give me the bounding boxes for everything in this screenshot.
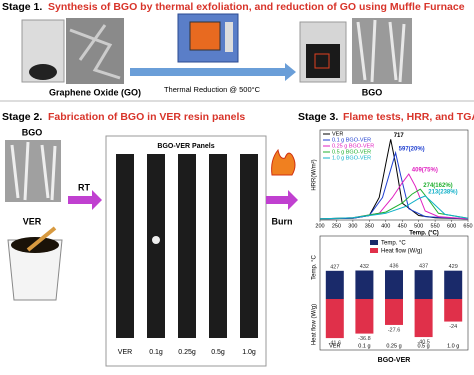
x-axis-label: BGO-VER (378, 357, 411, 364)
x-tick-label: 550 (431, 223, 440, 229)
stick (26, 226, 57, 252)
ver-label: VER (23, 216, 42, 226)
panel-label: 0.1g (149, 349, 163, 356)
stage1-title: Synthesis of BGO by thermal exfoliation,… (48, 1, 465, 13)
legend-swatch (370, 240, 378, 245)
value-label: 437 (419, 264, 428, 270)
heat-flow-bar (385, 299, 403, 325)
heat-flow-bar (414, 299, 433, 338)
temp-bar (444, 270, 463, 299)
y-axis-label: Temp. °C (312, 254, 318, 279)
resin-panel (147, 154, 165, 338)
value-label: 429 (449, 264, 458, 270)
peak-label: 213(238%) (428, 190, 457, 196)
burn-arrow (266, 190, 298, 210)
legend-label: 0.5 g BGO-VER (332, 149, 371, 155)
resin-panel (116, 154, 134, 338)
go-label: Graphene Oxide (GO) (49, 87, 141, 97)
legend-label: VER (332, 131, 343, 137)
panel-label: 0.5g (211, 349, 225, 356)
x-tick-label: 1.0 g (447, 343, 459, 349)
peak-label: 274(162%) (423, 183, 452, 189)
panel-label: 1.0g (242, 349, 256, 356)
zoom-box (314, 53, 330, 69)
sem-texture (69, 24, 121, 80)
bgo-powder (306, 44, 340, 78)
sem-texture (356, 19, 406, 83)
stage2-label: Stage 2. (2, 111, 42, 123)
panels: VER 0.1g 0.25g 0.5g 1.0g (116, 154, 258, 356)
legend-label: Heat flow (W/g) (381, 249, 422, 255)
x-tick-label: 600 (447, 223, 456, 229)
legend-label: 0.25 g BGO-VER (332, 143, 374, 149)
resin-panel (240, 154, 258, 338)
x-tick-label: 0.25 g (386, 343, 401, 349)
x-tick-label: 200 (315, 223, 324, 229)
temp-bar (325, 270, 344, 299)
resin-panel (178, 154, 196, 338)
value-label: 427 (330, 264, 339, 270)
hrr-chart: 200 250 300 350 400 450 500 550 600 650 Temp. (°C)… (312, 129, 473, 237)
go-powder (29, 64, 57, 80)
process-arrow (130, 63, 296, 81)
heat-flow-bar (325, 299, 344, 339)
x-tick-label: 400 (381, 223, 390, 229)
panel-label: VER (118, 349, 132, 356)
legend-label: 1.0 g BGO-VER (332, 155, 371, 161)
stage3-label: Stage 3. (298, 111, 338, 123)
y2-axis-label: Heat flow (W/g) (312, 304, 318, 345)
x-tick-label: 0.5 g (417, 343, 429, 349)
temp-bar (414, 270, 433, 299)
value-label: 436 (389, 264, 398, 270)
temp-bar (355, 270, 374, 299)
stage2-title: Fabrication of BGO in VER resin panels (48, 111, 245, 123)
hrr-line (319, 195, 469, 220)
fire-icon (271, 148, 296, 176)
legend-label: 0.1 g BGO-VER (332, 137, 371, 143)
legend-label: Temp. °C (381, 241, 406, 247)
value-label: -40.5 (417, 340, 430, 346)
value-label: -41.6 (329, 341, 342, 347)
heat-flow-bar (444, 299, 463, 322)
panels-title: BGO-VER Panels (157, 143, 214, 150)
bgo-label: BGO (22, 127, 43, 137)
peak-label: 409(75%) (412, 168, 438, 174)
peak-label: 597(20%) (399, 146, 425, 152)
rt-arrow (68, 190, 102, 210)
panel-label: 0.25g (178, 349, 196, 356)
x-tick-label: 300 (348, 223, 357, 229)
furnace-chamber (189, 21, 221, 51)
heat-flow-bar (355, 299, 374, 334)
x-tick-label: 500 (414, 223, 423, 229)
x-tick-label: 650 (463, 223, 472, 229)
value-label: -36.8 (358, 336, 371, 342)
resin-panel (209, 154, 227, 338)
value-label: -24 (449, 324, 457, 330)
x-axis-label: Temp. (°C) (409, 231, 439, 237)
x-tick-label: 250 (332, 223, 341, 229)
panel-spot (152, 236, 160, 244)
bar-chart: Temp. °C 427 432 436 437 429 Heat flow (W/g) -4… (312, 235, 469, 364)
stage3-title: Flame tests, HRR, and TGA (343, 111, 474, 123)
furnace-panel (225, 22, 233, 52)
x-tick-label: 350 (365, 223, 374, 229)
stage1-label: Stage 1. (2, 1, 42, 13)
go-sem-image (66, 18, 124, 84)
x-tick-label: 450 (398, 223, 407, 229)
x-tick-label: 0.1 g (358, 343, 370, 349)
rt-label: RT (78, 182, 90, 192)
value-label: -27.6 (388, 327, 401, 333)
sem-texture (10, 141, 57, 201)
peak-label: 717 (394, 133, 405, 139)
plot-area (319, 129, 469, 221)
bgo-label: BGO (362, 87, 383, 97)
legend-swatch (370, 248, 378, 253)
y-axis-label: HRR(W/m²) (312, 159, 318, 190)
temp-bar (385, 270, 403, 299)
x-tick-label: VER (329, 343, 340, 349)
process-label: Thermal Reduction @ 500°C (164, 85, 261, 94)
burn-label: Burn (272, 216, 293, 226)
value-label: 432 (360, 264, 369, 270)
